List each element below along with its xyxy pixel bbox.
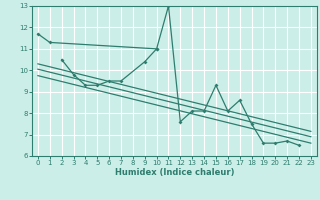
X-axis label: Humidex (Indice chaleur): Humidex (Indice chaleur) [115, 168, 234, 177]
